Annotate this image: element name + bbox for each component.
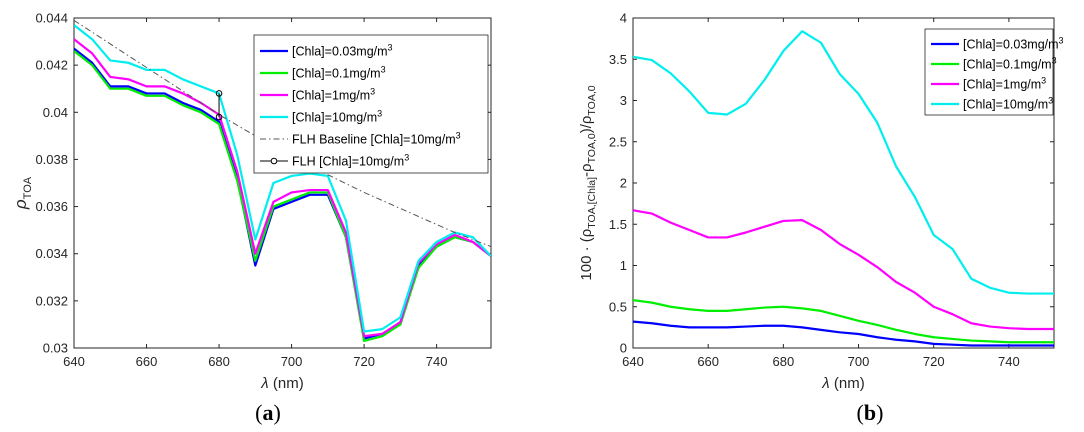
y-tick-label: 0.5 — [609, 299, 627, 314]
y-tick-label: 0.036 — [35, 199, 68, 214]
y-tick-label: 0.044 — [35, 11, 68, 26]
x-tick-label: 700 — [281, 354, 303, 369]
x-tick-label: 740 — [998, 354, 1020, 369]
legend-label-2: [Chla]=1mg/m3 — [963, 76, 1046, 92]
y-axis-label: 100 · (ρTOA,[Chla]-ρTOA,0)/ρTOA,0 — [578, 85, 598, 280]
legend-label-1: [Chla]=0.1mg/m3 — [292, 65, 386, 81]
legend: [Chla]=0.03mg/m3 [Chla]=0.1mg/m3 [Chla]=1m… — [924, 28, 1064, 116]
legend-label-1: [Chla]=0.1mg/m3 — [963, 56, 1057, 72]
legend-label-3: [Chla]=10mg/m3 — [292, 109, 382, 125]
y-tick-label: 3 — [620, 93, 627, 108]
y-tick-label: 0 — [620, 341, 627, 356]
legend: [Chla]=0.03mg/m3 [Chla]=0.1mg/m3 [Chla]=1m… — [253, 34, 489, 174]
series-line-3 — [74, 24, 491, 333]
legend-marker — [270, 157, 278, 165]
x-tick-label: 720 — [353, 354, 375, 369]
legend-label-2: [Chla]=1mg/m3 — [292, 87, 375, 103]
x-tick-label: 640 — [63, 354, 85, 369]
legend-label-3: [Chla]=10mg/m3 — [963, 96, 1053, 112]
series-marker — [215, 90, 223, 97]
x-tick-label: 640 — [622, 354, 644, 369]
series-line-1 — [633, 299, 1054, 344]
series-line-0 — [633, 320, 1054, 347]
x-tick-label: 680 — [773, 354, 795, 369]
series-line-2 — [74, 38, 491, 338]
y-tick-label: 0.042 — [35, 58, 68, 73]
legend-label-0: [Chla]=0.03mg/m3 — [963, 36, 1064, 52]
panel-caption: (a) — [255, 400, 281, 425]
y-axis-label: ρTOA — [11, 176, 34, 210]
x-tick-label: 700 — [848, 354, 870, 369]
legend-label-4: FLH Baseline [Chla]=10mg/m3 — [292, 131, 461, 147]
x-tick-label: 660 — [697, 354, 719, 369]
panel-b-chart: 640 660 680 700 720 740 0 0.5 1 1.5 2 2.5 3 3.5 4 λ (nm… — [578, 11, 1064, 426]
panel-a-chart: 640 660 680 700 720 740 0.03 0.032 0.034 0.036 0.0… — [11, 11, 492, 425]
x-tick-label: 720 — [923, 354, 945, 369]
series-marker — [215, 113, 223, 121]
series-group — [633, 30, 1054, 347]
series-line-0 — [74, 47, 491, 340]
y-tick-label: 0.038 — [35, 152, 68, 167]
legend-label-0: [Chla]=0.03mg/m3 — [292, 43, 393, 59]
y-tick-label: 1 — [620, 258, 627, 273]
y-tick-label: 1.5 — [609, 217, 627, 232]
panel-caption: (b) — [857, 400, 884, 425]
x-axis-label: λ (nm) — [821, 375, 864, 392]
series-line-2 — [633, 209, 1054, 331]
legend-label-5: FLH [Chla]=10mg/m3 — [292, 153, 409, 169]
legend-box — [253, 34, 489, 174]
series-line-1 — [74, 50, 491, 343]
x-tick-label: 660 — [136, 354, 158, 369]
x-axis-label: λ (nm) — [260, 375, 303, 392]
y-tick-label: 3.5 — [609, 52, 627, 67]
x-tick-label: 740 — [426, 354, 448, 369]
series-line-3 — [633, 30, 1054, 295]
series-group — [74, 19, 491, 343]
y-tick-label: 0.04 — [43, 105, 68, 120]
y-tick-label: 0.03 — [43, 341, 68, 356]
y-tick-label: 0.032 — [35, 293, 68, 308]
x-tick-label: 680 — [208, 354, 230, 369]
y-tick-label: 0.034 — [35, 246, 68, 261]
y-tick-label: 4 — [620, 11, 627, 26]
y-tick-label: 2 — [620, 176, 627, 191]
y-tick-label: 2.5 — [609, 134, 627, 149]
